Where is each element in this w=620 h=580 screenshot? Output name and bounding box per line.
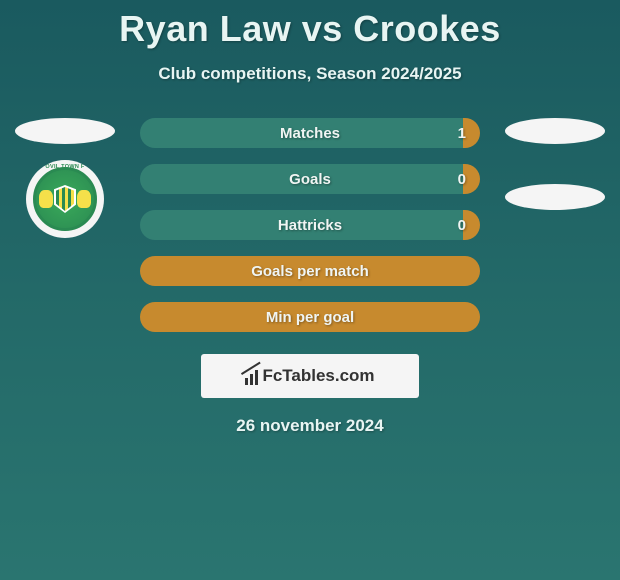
stat-label: Min per goal [266, 309, 354, 326]
stat-value: 1 [458, 125, 466, 142]
stat-row-min-per-goal: Min per goal [140, 302, 480, 332]
brand-chart-icon [245, 367, 258, 385]
stat-label: Matches [280, 125, 340, 142]
brand-name: FcTables.com [262, 366, 374, 386]
stat-value: 0 [458, 171, 466, 188]
badge-lion-icon [39, 190, 53, 208]
badge-inner-icon [33, 167, 97, 231]
season-subtitle: Club competitions, Season 2024/2025 [0, 64, 620, 84]
right-player-column [500, 118, 610, 210]
badge-lion-icon [77, 190, 91, 208]
stat-label: Hattricks [278, 217, 342, 234]
badge-shield-icon [54, 185, 76, 213]
stat-row-goals: Goals 0 [140, 164, 480, 194]
stat-label: Goals per match [251, 263, 369, 280]
stat-row-hattricks: Hattricks 0 [140, 210, 480, 240]
stat-row-goals-per-match: Goals per match [140, 256, 480, 286]
left-player-column: OVIL TOWN F [10, 118, 120, 238]
player-photo-placeholder [15, 118, 115, 144]
comparison-content: OVIL TOWN F Matches 1 Goals 0 Hattricks … [0, 118, 620, 332]
brand-attribution[interactable]: FcTables.com [201, 354, 419, 398]
stat-value: 0 [458, 217, 466, 234]
club-badge-placeholder [505, 184, 605, 210]
club-badge-left: OVIL TOWN F [26, 160, 104, 238]
stat-row-matches: Matches 1 [140, 118, 480, 148]
page-title: Ryan Law vs Crookes [0, 0, 620, 50]
generation-date: 26 november 2024 [0, 416, 620, 436]
stats-column: Matches 1 Goals 0 Hattricks 0 Goals per … [140, 118, 480, 332]
stat-label: Goals [289, 171, 331, 188]
player-photo-placeholder [505, 118, 605, 144]
